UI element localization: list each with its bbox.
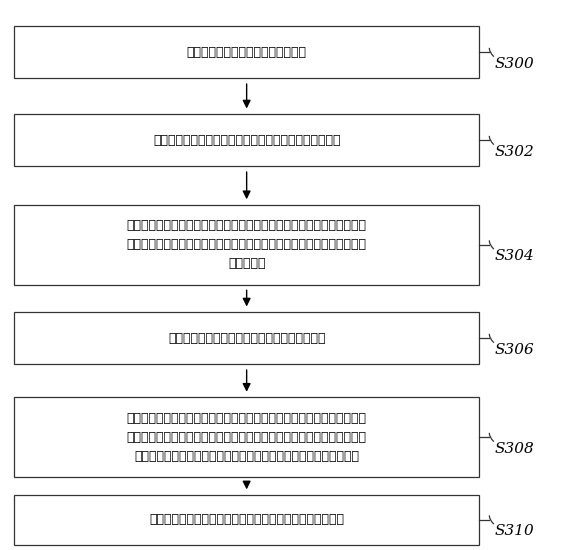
Text: S304: S304: [495, 249, 535, 263]
Text: S308: S308: [495, 442, 535, 455]
Text: 将每一个单体模型作为最底级模型，存入树状结构模型中: 将每一个单体模型作为最底级模型，存入树状结构模型中: [153, 134, 340, 147]
Text: S306: S306: [495, 343, 535, 356]
Text: S300: S300: [495, 57, 535, 70]
Text: 确定显示系统中包含的所有单体模型: 确定显示系统中包含的所有单体模型: [187, 46, 307, 59]
Text: S302: S302: [495, 145, 535, 158]
Text: 判断合并得到的所有模型是否能继续分组和合并: 判断合并得到的所有模型是否能继续分组和合并: [168, 332, 325, 345]
Text: 若否，则将合并得到的所有模型作为树状结构的最顶级模型: 若否，则将合并得到的所有模型作为树状结构的最顶级模型: [149, 513, 344, 526]
FancyBboxPatch shape: [14, 205, 479, 285]
FancyBboxPatch shape: [14, 495, 479, 544]
Text: 若是，则对合并得到的所有模型继续分组，对每一组内包含的模型进行合
并，将合并得到的模型作为同一组模型的父级模型，存入树状结构模型中
，并返回执行判断合并得到的所: 若是，则对合并得到的所有模型继续分组，对每一组内包含的模型进行合 并，将合并得到…: [126, 412, 367, 463]
FancyBboxPatch shape: [14, 312, 479, 364]
Text: 根据预设算法将所有单体模型进行分组，对每一组内包含的多个单体模型
进行合并，将合并得到的模型作为同一组单体模型的父级模型，存入树状
结构模型中: 根据预设算法将所有单体模型进行分组，对每一组内包含的多个单体模型 进行合并，将合…: [126, 219, 367, 270]
Text: S310: S310: [495, 524, 535, 538]
FancyBboxPatch shape: [14, 397, 479, 477]
FancyBboxPatch shape: [14, 114, 479, 166]
FancyBboxPatch shape: [14, 26, 479, 78]
